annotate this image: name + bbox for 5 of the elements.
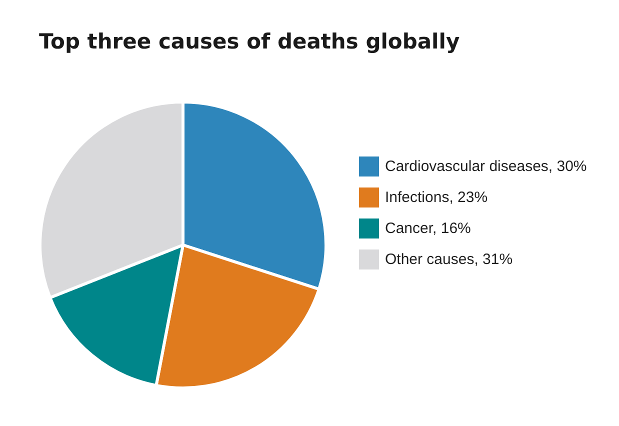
legend-label: Cardiovascular diseases, 30%: [385, 158, 587, 175]
legend-label: Cancer, 16%: [385, 220, 471, 237]
chart-title: Top three causes of deaths globally: [39, 30, 460, 54]
legend-label: Infections, 23%: [385, 189, 488, 206]
legend-label: Other causes, 31%: [385, 251, 513, 268]
